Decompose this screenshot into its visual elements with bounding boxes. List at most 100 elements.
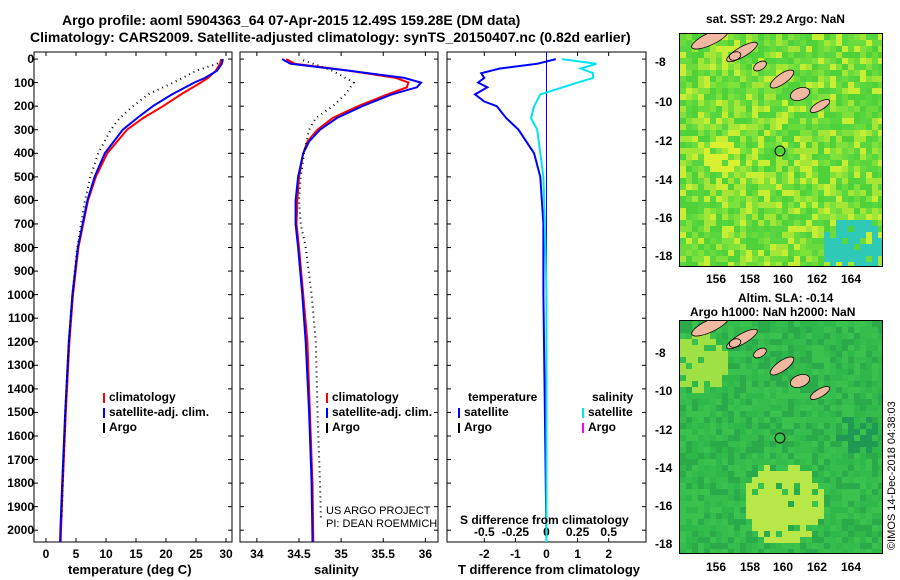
map-cell	[710, 196, 716, 202]
map-cell	[818, 549, 824, 553]
map-cell	[806, 351, 812, 357]
map-cell	[758, 208, 764, 214]
map-cell	[692, 226, 698, 232]
map-cell	[872, 411, 878, 417]
map-cell	[776, 423, 782, 429]
map-cell	[716, 429, 722, 435]
map-cell	[728, 112, 734, 118]
map-cell	[866, 52, 872, 58]
map-cell	[692, 495, 698, 501]
plot-title-line1: Argo profile: aoml 5904363_64 07-Apr-201…	[62, 12, 521, 28]
x-tick-label: -1	[510, 547, 521, 561]
map-cell	[764, 244, 770, 250]
map-cell	[722, 507, 728, 513]
depth-tick-label: 1200	[7, 334, 34, 349]
map-cell	[692, 369, 698, 375]
map-cell	[788, 393, 794, 399]
map-cell	[710, 447, 716, 453]
map-cell	[734, 471, 740, 477]
series-line-satellite-adj-clim-	[281, 58, 423, 543]
map-cell	[758, 405, 764, 411]
map-cell	[758, 471, 764, 477]
map-cell	[770, 525, 776, 531]
map-cell	[848, 64, 854, 70]
map-cell	[818, 64, 824, 70]
map-cell	[812, 441, 818, 447]
series-line-salinity-satellite	[529, 58, 597, 542]
map-cell	[704, 339, 710, 345]
map-cell	[716, 190, 722, 196]
map-cell	[686, 345, 692, 351]
map-cell	[848, 435, 854, 441]
map-cell	[824, 327, 830, 333]
map-cell	[752, 495, 758, 501]
map-cell	[878, 429, 882, 435]
map-cell	[860, 363, 866, 369]
map-cell	[824, 513, 830, 519]
map-cell	[680, 82, 686, 88]
map-cell	[866, 178, 872, 184]
map-cell	[800, 537, 806, 543]
map-cell	[788, 82, 794, 88]
map-cell	[872, 196, 878, 202]
map-cell	[824, 375, 830, 381]
map-cell	[692, 351, 698, 357]
map-cell	[818, 220, 824, 226]
map-cell	[836, 142, 842, 148]
map-cell	[878, 453, 882, 459]
map-cell	[752, 226, 758, 232]
map-cell	[728, 537, 734, 543]
map-cell	[680, 172, 686, 178]
map-cell	[848, 94, 854, 100]
map-cell	[866, 435, 872, 441]
map-cell	[722, 327, 728, 333]
map-cell	[878, 495, 882, 501]
map-cell	[692, 363, 698, 369]
map-cell	[704, 262, 710, 266]
map-cell	[758, 172, 764, 178]
map-cell	[818, 447, 824, 453]
map-cell	[686, 525, 692, 531]
map-cell	[716, 351, 722, 357]
x-tick-label: -2	[479, 547, 490, 561]
map-cell	[782, 501, 788, 507]
map-cell	[818, 513, 824, 519]
map-cell	[692, 435, 698, 441]
map-tick-label: 164	[841, 560, 862, 574]
map-cell	[746, 184, 752, 190]
map-cell	[704, 465, 710, 471]
map-cell	[848, 232, 854, 238]
map-cell	[872, 495, 878, 501]
map-cell	[770, 220, 776, 226]
map-cell	[722, 375, 728, 381]
map-cell	[836, 256, 842, 262]
map-cell	[722, 543, 728, 549]
map-cell	[728, 166, 734, 172]
map-cell	[704, 94, 710, 100]
map-cell	[788, 58, 794, 64]
map-cell	[764, 112, 770, 118]
map-cell	[722, 471, 728, 477]
series-line-argo	[297, 59, 356, 519]
map-cell	[698, 178, 704, 184]
map-cell	[710, 82, 716, 88]
depth-tick-label: 500	[13, 169, 34, 184]
map-cell	[866, 70, 872, 76]
map-cell	[692, 106, 698, 112]
map-cell	[854, 399, 860, 405]
map-cell	[710, 220, 716, 226]
map-cell	[842, 345, 848, 351]
map-cell	[830, 327, 836, 333]
map-cell	[734, 447, 740, 453]
map-cell	[716, 393, 722, 399]
map-cell	[806, 537, 812, 543]
map-cell	[824, 423, 830, 429]
map-cell	[842, 100, 848, 106]
map-cell	[680, 417, 686, 423]
map-cell	[740, 345, 746, 351]
legend-marker	[103, 392, 105, 403]
map-cell	[818, 244, 824, 250]
map-cell	[860, 321, 866, 327]
map-cell	[758, 262, 764, 266]
map-cell	[710, 543, 716, 549]
